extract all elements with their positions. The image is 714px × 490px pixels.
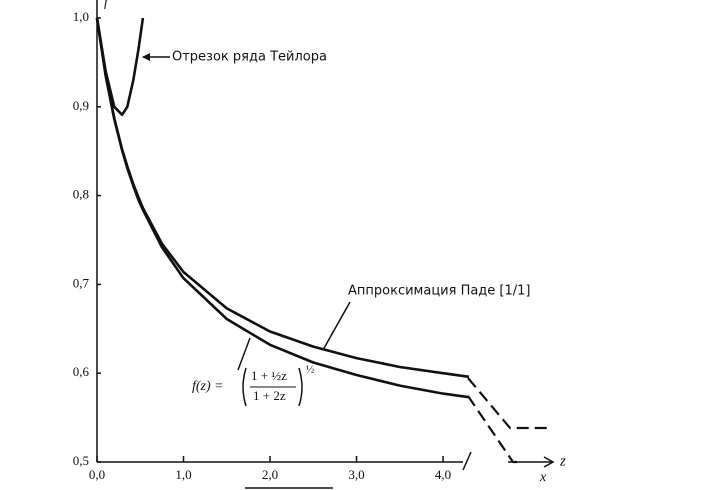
y-axis-label: f <box>104 0 110 10</box>
x-axis-label: z <box>559 453 566 469</box>
paren <box>242 367 247 407</box>
y-tick-label: 0,8 <box>73 187 89 202</box>
annotation-arrow <box>237 337 251 371</box>
y-tick-label: 0,6 <box>73 364 90 379</box>
axis-break <box>462 451 472 471</box>
annotation-arrowhead <box>142 53 150 61</box>
y-tick-label: 0,9 <box>73 98 89 113</box>
formula-denominator: 1 + 2z <box>253 388 286 403</box>
x-tick-label: 2,0 <box>262 467 278 482</box>
annotation: Аппроксимация Паде [1/1] <box>348 284 531 299</box>
series-line <box>95 17 145 117</box>
dashed-continuation <box>467 395 520 464</box>
x-tick-label: 4,0 <box>435 467 451 482</box>
axis-arrow <box>543 456 555 468</box>
x-tick-label: 1,0 <box>175 467 191 482</box>
x-axis-note: x <box>539 470 547 485</box>
y-tick-label: 0,5 <box>73 453 89 468</box>
series-line <box>95 17 470 399</box>
formula-exponent: ½ <box>306 364 314 376</box>
formula-lhs: f(z) = <box>192 379 224 394</box>
paren <box>298 367 303 407</box>
y-tick-label: 1,0 <box>73 9 89 24</box>
dashed-continuation <box>467 377 548 430</box>
formula-numerator: 1 + ½z <box>251 368 287 383</box>
x-tick-label: 3,0 <box>348 467 364 482</box>
y-tick-label: 0,7 <box>73 275 90 290</box>
x-tick-label: 0,0 <box>89 467 105 482</box>
annotation-arrow <box>322 301 351 351</box>
annotation: Отрезок ряда Тейлора <box>172 50 327 65</box>
series-line <box>95 17 470 379</box>
